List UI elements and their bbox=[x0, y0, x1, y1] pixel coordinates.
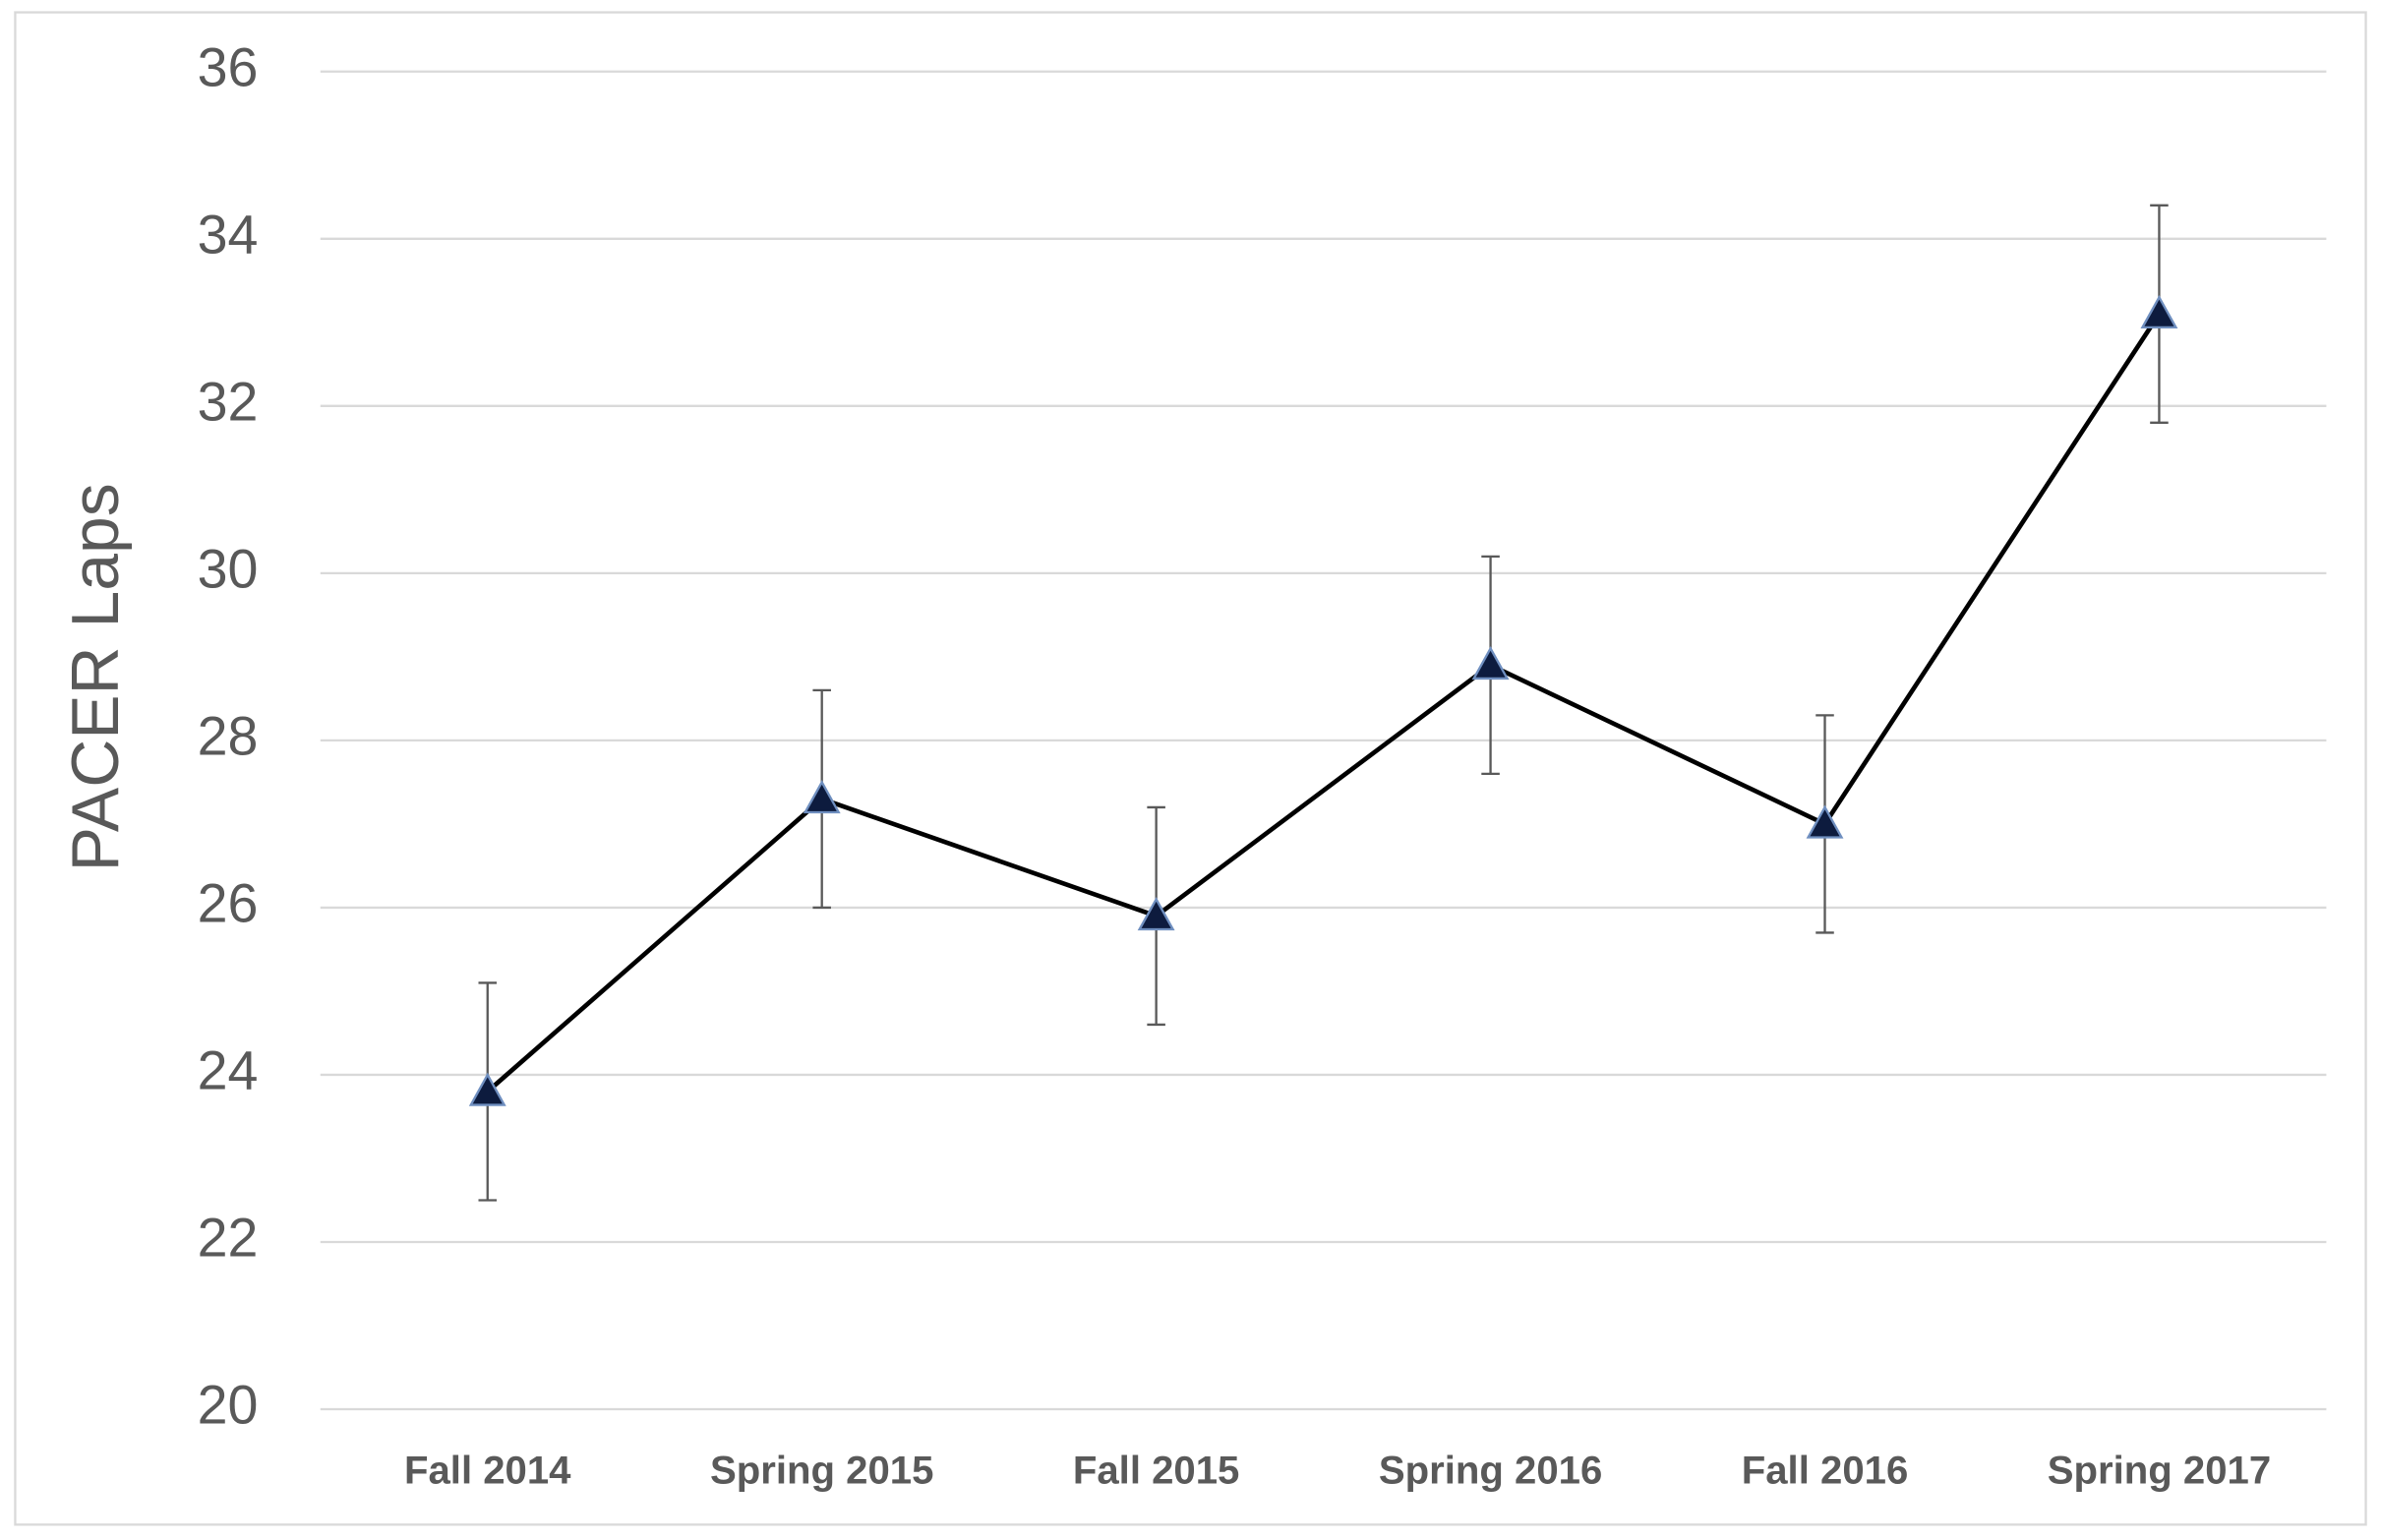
y-tick-label: 26 bbox=[198, 873, 259, 934]
x-tick-label: Spring 2015 bbox=[710, 1448, 933, 1492]
y-tick-label: 34 bbox=[198, 204, 259, 265]
y-tick-label: 20 bbox=[198, 1375, 259, 1436]
x-tick-label: Fall 2014 bbox=[404, 1448, 571, 1492]
y-axis-label: PACER Laps bbox=[59, 483, 133, 871]
marker bbox=[1806, 804, 1844, 839]
y-tick-label: 32 bbox=[198, 372, 259, 433]
y-tick-label: 36 bbox=[198, 36, 259, 97]
y-tick-label: 24 bbox=[198, 1040, 259, 1101]
x-tick-label: Spring 2017 bbox=[2048, 1448, 2271, 1492]
x-tick-label: Fall 2015 bbox=[1073, 1448, 1240, 1492]
marker bbox=[2140, 294, 2178, 329]
marker bbox=[1471, 646, 1510, 681]
marker bbox=[1137, 897, 1175, 931]
marker bbox=[468, 1072, 506, 1106]
x-tick-label: Spring 2016 bbox=[1379, 1448, 1602, 1492]
line bbox=[486, 313, 2162, 1094]
y-tick-label: 30 bbox=[198, 539, 259, 600]
x-tick-label: Fall 2016 bbox=[1742, 1448, 1909, 1492]
chart-frame bbox=[14, 11, 2367, 1526]
y-tick-label: 22 bbox=[198, 1208, 259, 1269]
marker bbox=[803, 780, 841, 814]
y-tick-label: 28 bbox=[198, 706, 259, 767]
